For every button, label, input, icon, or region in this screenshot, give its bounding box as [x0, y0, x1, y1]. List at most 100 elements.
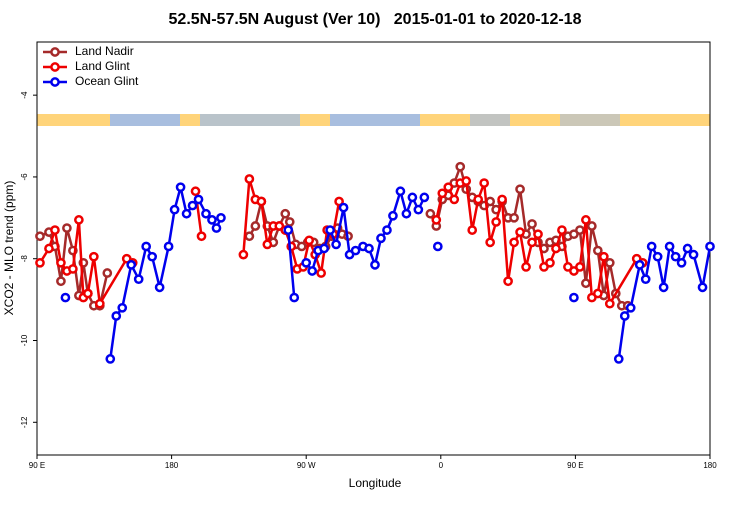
x-tick-label: 90 E: [567, 461, 583, 470]
point: [388, 210, 398, 221]
point: [670, 251, 681, 262]
point: [133, 274, 144, 285]
point: [111, 311, 122, 321]
point: [527, 219, 537, 229]
point: [74, 215, 84, 225]
point: [207, 215, 217, 225]
point: [413, 204, 424, 215]
point: [181, 208, 192, 219]
point: [331, 239, 341, 250]
point: [581, 278, 591, 289]
point: [190, 186, 201, 197]
point: [105, 354, 116, 364]
point: [126, 260, 137, 270]
point: [319, 243, 329, 254]
map-strip: [37, 114, 710, 126]
point: [88, 251, 99, 262]
point: [56, 257, 66, 268]
point: [640, 274, 651, 285]
x-tick-label: 180: [165, 461, 179, 470]
point: [62, 223, 72, 233]
point: [619, 311, 630, 321]
point: [338, 202, 349, 213]
point: [201, 208, 211, 219]
point: [569, 292, 579, 303]
point: [676, 257, 687, 268]
point: [509, 212, 519, 223]
point: [216, 212, 226, 223]
point: [250, 221, 261, 231]
point: [163, 241, 174, 252]
point: [581, 215, 591, 225]
x-tick-label: 90 E: [29, 461, 45, 470]
y-tick-label: -10: [20, 334, 29, 346]
y-tick-label: -8: [20, 255, 29, 263]
point: [44, 243, 54, 254]
point: [485, 237, 496, 248]
point: [284, 217, 295, 227]
point: [211, 223, 222, 233]
point: [193, 194, 204, 205]
point: [592, 245, 603, 256]
point: [545, 257, 555, 268]
y-tick-label: -6: [20, 173, 29, 181]
point: [401, 208, 412, 219]
point: [431, 215, 442, 225]
series-line: [109, 186, 712, 360]
point: [395, 186, 406, 197]
point: [154, 282, 165, 293]
point: [652, 251, 663, 262]
legend-label: Land Glint: [75, 59, 130, 73]
point: [455, 161, 466, 172]
point: [350, 245, 361, 256]
point: [473, 194, 484, 205]
point: [592, 288, 603, 299]
point: [301, 257, 312, 268]
point: [479, 178, 490, 188]
point: [56, 276, 66, 287]
point: [256, 196, 267, 207]
y-tick-label: -4: [20, 91, 29, 99]
point: [461, 176, 472, 186]
point: [60, 292, 71, 303]
point: [364, 243, 374, 254]
point: [697, 282, 708, 293]
point: [497, 194, 507, 205]
legend-marker: [50, 77, 60, 87]
x-axis-label: Longitude: [349, 476, 402, 490]
point: [658, 282, 669, 293]
legend-marker: [50, 62, 60, 72]
point: [35, 231, 45, 242]
point: [467, 225, 478, 235]
point: [82, 288, 93, 299]
point: [598, 251, 609, 262]
x-tick-label: 0: [439, 461, 444, 470]
point: [175, 182, 186, 193]
point: [244, 231, 255, 242]
point: [187, 200, 198, 211]
y-axis-label: XCO2 - MLO trend (ppm): [2, 181, 16, 316]
chart-title: 52.5N-57.5N August (Ver 10) 2015-01-01 t…: [169, 11, 582, 28]
point: [664, 241, 675, 252]
point: [283, 225, 294, 235]
point: [382, 225, 392, 235]
point: [117, 302, 128, 313]
point: [527, 237, 537, 248]
point: [169, 204, 180, 215]
point: [370, 260, 380, 270]
point: [521, 262, 531, 272]
point: [244, 174, 255, 184]
point: [437, 188, 448, 199]
point: [557, 225, 567, 235]
point: [407, 192, 418, 203]
point: [503, 276, 513, 287]
point: [50, 225, 60, 235]
point: [316, 268, 327, 278]
point: [705, 241, 715, 252]
y-tick-label: -12: [20, 416, 29, 428]
point: [515, 227, 525, 237]
point: [147, 251, 158, 262]
point: [196, 231, 207, 242]
point: [515, 184, 525, 195]
